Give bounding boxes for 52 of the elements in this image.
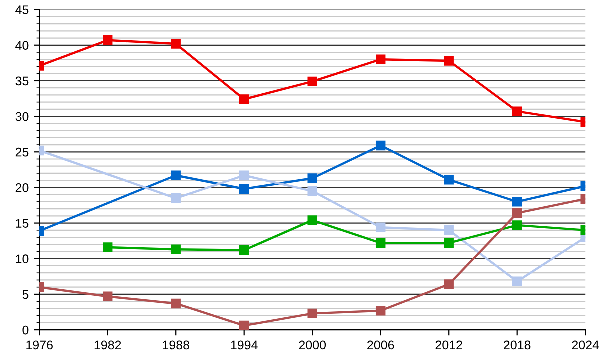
point — [444, 175, 454, 185]
y-tick-label: 35 — [16, 76, 29, 86]
point — [171, 170, 181, 180]
point — [308, 76, 318, 87]
y-tick-label: 10 — [16, 254, 29, 264]
x-tick-label: 2024 — [572, 340, 600, 350]
x-tick-label: 1982 — [94, 340, 122, 350]
point — [444, 56, 454, 66]
x-tick-label: 2018 — [504, 340, 531, 350]
x-tick-label: 2012 — [436, 340, 462, 350]
x-tick-label: 2006 — [368, 340, 394, 350]
point — [512, 220, 522, 230]
y-tick-label: 20 — [16, 184, 29, 192]
point — [239, 320, 250, 330]
point — [239, 245, 250, 256]
point — [512, 106, 522, 116]
point — [512, 197, 522, 207]
x-tick-label: 1976 — [26, 340, 53, 350]
point — [376, 140, 386, 151]
point — [444, 280, 454, 290]
point — [171, 39, 181, 49]
point — [171, 194, 181, 204]
point — [308, 308, 318, 319]
point — [102, 292, 113, 302]
x-tick-label: 2000 — [299, 340, 326, 350]
point — [239, 184, 250, 194]
point — [102, 242, 113, 252]
point — [308, 174, 318, 184]
point — [376, 238, 386, 248]
point — [512, 208, 522, 218]
y-tick-label: 25 — [16, 148, 29, 157]
point — [376, 306, 386, 316]
x-tick-label: 1994 — [231, 340, 258, 350]
point — [171, 298, 181, 309]
point — [308, 216, 318, 226]
y-tick-label: 0 — [22, 326, 29, 335]
point — [444, 238, 454, 248]
y-tick-label: 45 — [16, 6, 29, 14]
point — [444, 226, 454, 236]
point — [376, 54, 386, 64]
point — [102, 36, 113, 46]
point — [512, 276, 522, 287]
point — [171, 244, 181, 254]
x-tick-label: 1988 — [163, 340, 190, 350]
point — [376, 222, 386, 232]
y-tick-label: 40 — [16, 41, 29, 50]
y-tick-label: 15 — [16, 219, 29, 228]
y-tick-label: 30 — [16, 112, 29, 122]
point — [308, 186, 318, 196]
point — [239, 94, 250, 104]
y-tick-label: 5 — [22, 290, 29, 300]
point — [239, 170, 250, 180]
